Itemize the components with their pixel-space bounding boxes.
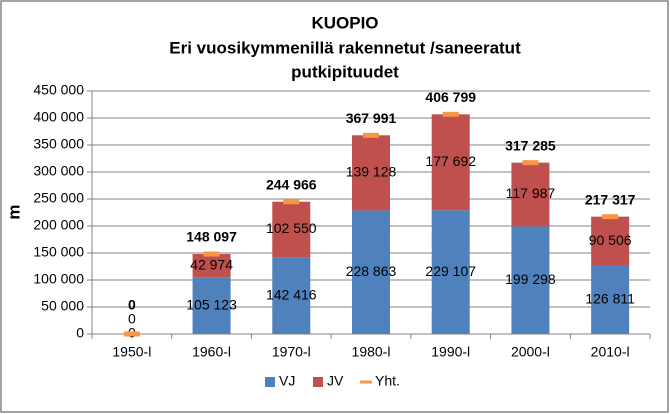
total-label: 244 966 xyxy=(266,176,317,192)
x-tick-label: 1970-l xyxy=(272,344,311,360)
y-tick-label: 400 000 xyxy=(33,109,84,125)
data-label: 229 107 xyxy=(425,263,476,279)
bar xyxy=(591,216,630,266)
y-tick-label: 250 000 xyxy=(33,190,84,206)
data-label: 0 xyxy=(128,311,136,327)
marker xyxy=(363,132,379,138)
legend-swatch xyxy=(265,377,275,387)
data-label: 139 128 xyxy=(346,164,397,180)
legend-swatch xyxy=(360,380,372,384)
total-label: 217 317 xyxy=(585,191,636,207)
total-label: 0 xyxy=(128,297,136,313)
data-label: 105 123 xyxy=(186,296,237,312)
legend-label: VJ xyxy=(279,373,295,389)
marker xyxy=(123,331,140,337)
y-tick-label: 200 000 xyxy=(33,217,84,233)
total-label: 148 097 xyxy=(186,229,237,245)
data-label: 42 974 xyxy=(190,256,233,272)
chart-title: KUOPIO xyxy=(311,13,378,32)
y-tick-label: 350 000 xyxy=(33,136,84,152)
legend-label: Yht. xyxy=(375,373,400,389)
total-label: 406 799 xyxy=(425,89,476,105)
bar xyxy=(192,254,231,278)
marker xyxy=(442,111,459,117)
marker xyxy=(522,160,539,166)
chart-title: Eri vuosikymmenillä rakennetut /saneerat… xyxy=(169,38,521,57)
y-tick-label: 50 000 xyxy=(41,298,84,314)
bar xyxy=(272,201,311,258)
bar xyxy=(591,265,630,334)
y-tick-label: 450 000 xyxy=(33,82,84,98)
y-tick-label: 0 xyxy=(76,325,84,341)
total-label: 317 285 xyxy=(505,137,556,153)
bar xyxy=(511,162,550,227)
data-label: 199 298 xyxy=(505,271,556,287)
bar xyxy=(192,277,231,334)
marker xyxy=(203,251,220,257)
chart-title: putkipituudet xyxy=(291,62,399,81)
x-tick-label: 1990-l xyxy=(431,344,470,360)
total-label: 367 991 xyxy=(346,110,397,126)
bar xyxy=(352,135,390,211)
y-tick-label: 100 000 xyxy=(33,271,84,287)
bar xyxy=(431,114,470,211)
data-label: 228 863 xyxy=(346,263,397,279)
bar xyxy=(272,257,311,334)
bar xyxy=(511,226,550,334)
legend-label: JV xyxy=(327,373,344,389)
y-tick-label: 150 000 xyxy=(33,244,84,260)
marker xyxy=(602,214,619,220)
x-tick-label: 1960-l xyxy=(192,344,231,360)
x-tick-label: 1950-l xyxy=(112,344,151,360)
marker xyxy=(283,199,300,205)
x-tick-label: 1980-l xyxy=(352,344,391,360)
data-label: 126 811 xyxy=(585,290,635,306)
data-label: 117 987 xyxy=(506,185,556,201)
data-label: 90 506 xyxy=(589,232,632,248)
data-label: 102 550 xyxy=(266,220,317,236)
legend-swatch xyxy=(313,377,323,387)
y-axis-label: m xyxy=(4,204,23,219)
bar xyxy=(352,210,390,334)
data-label: 177 692 xyxy=(425,153,476,169)
data-label: 142 416 xyxy=(266,286,317,302)
y-tick-label: 300 000 xyxy=(33,163,84,179)
x-tick-label: 2000-l xyxy=(511,344,550,360)
x-tick-label: 2010-l xyxy=(591,344,630,360)
bar xyxy=(431,210,470,334)
